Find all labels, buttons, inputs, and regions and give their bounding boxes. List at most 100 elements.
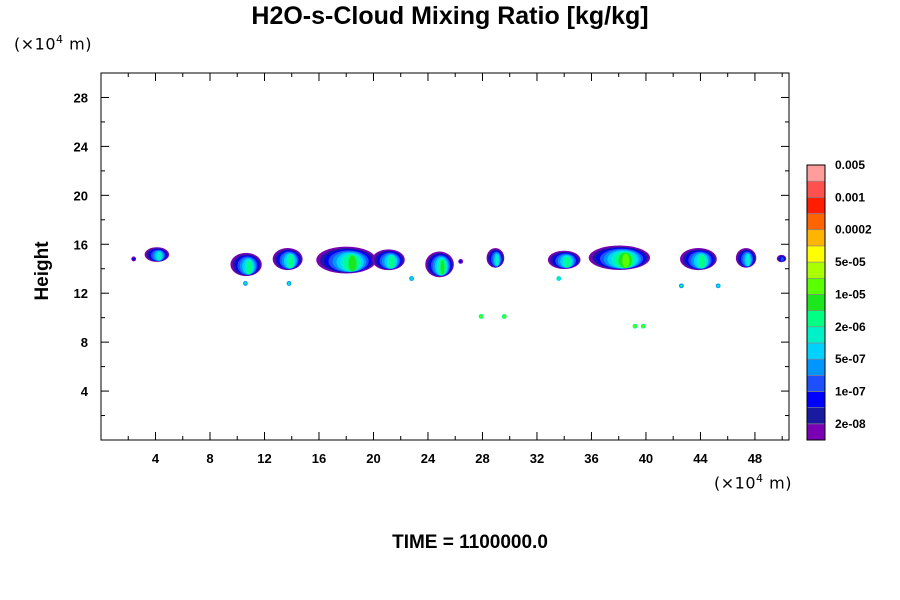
y-tick-label: 20 [74, 188, 88, 203]
cloud-speck [409, 276, 415, 281]
colorbar-swatch [806, 374, 826, 392]
cloud-speck-core [716, 284, 720, 288]
y-unit-exponent: 4 [56, 33, 64, 46]
colorbar-swatch [806, 229, 826, 247]
x-tick-label: 20 [366, 451, 380, 466]
colorbar-label: 1e-05 [835, 287, 866, 301]
x-tick-label: 12 [257, 451, 271, 466]
y-tick-label: 16 [74, 237, 88, 252]
cloud-speck [632, 323, 638, 329]
colorbar-swatch [806, 342, 826, 360]
cloud-speck [243, 281, 248, 286]
colorbar-swatch [806, 261, 826, 279]
cloud-speck-core [641, 324, 645, 328]
chart-title: H2O-s-Cloud Mixing Ratio [kg/kg] [251, 2, 649, 30]
cloud-speck [556, 276, 562, 281]
x-tick-label: 32 [530, 451, 544, 466]
colorbar-label: 2e-06 [835, 320, 866, 334]
x-unit-suffix: m) [763, 473, 792, 493]
cloud-region [316, 246, 377, 274]
y-unit-suffix: m) [63, 34, 92, 54]
cloud-region [486, 248, 505, 268]
cloud-speck [715, 283, 721, 289]
colorbar-swatch [806, 326, 826, 344]
colorbar-swatch [806, 294, 826, 311]
x-unit-exponent: 4 [756, 472, 764, 485]
plot-frame [100, 72, 790, 441]
x-tick-label: 44 [693, 451, 708, 466]
y-axis-unit: (×104 m) [14, 33, 92, 53]
x-tick-label: 16 [312, 451, 326, 466]
cloud-region [230, 252, 262, 277]
cloud-contour-level-7 [699, 255, 705, 269]
y-unit-prefix: (×10 [14, 34, 57, 54]
x-tick-label: 36 [584, 451, 598, 466]
colorbar-swatch [806, 180, 826, 198]
cloud-speck-core [479, 315, 483, 318]
colorbar-swatch [806, 358, 826, 376]
colorbar-swatch [806, 245, 826, 263]
cloud-region [144, 247, 170, 262]
cloud-speck-core [680, 284, 683, 288]
colorbar-label: 5e-05 [835, 255, 866, 269]
cloud-contour-level-6 [495, 254, 499, 267]
colorbar-swatch [806, 197, 826, 214]
x-tick-label: 40 [639, 451, 653, 466]
plot-area [131, 245, 787, 329]
cloud-contour-level-7 [288, 255, 293, 269]
colorbar-swatch [806, 164, 826, 182]
cloud-region [588, 245, 651, 270]
x-tick-label: 24 [421, 451, 436, 466]
colorbar-label: 0.0002 [835, 223, 872, 237]
y-tick-label: 28 [74, 90, 88, 105]
colorbar-swatch [806, 213, 826, 231]
y-tick-label: 24 [74, 139, 89, 154]
cloud-contour-level-9 [622, 253, 630, 268]
x-tick-label: 8 [206, 451, 213, 466]
cloud-contour-level-7 [389, 256, 395, 269]
cloud-region [735, 248, 757, 268]
cloud-speck [286, 281, 292, 286]
colorbar-swatch [806, 423, 826, 441]
y-tick-label: 12 [74, 286, 88, 301]
cloud-contour-level-8 [348, 255, 357, 272]
cloud-speck [640, 323, 646, 329]
cloud-speck-core [410, 277, 413, 280]
cloud-speck-core [244, 282, 247, 285]
cloud-region [776, 254, 787, 263]
x-tick-label: 48 [748, 451, 762, 466]
colorbar-swatch [806, 277, 826, 295]
cloud-contour-level-8 [440, 260, 445, 275]
colorbar-label: 5e-07 [835, 352, 866, 366]
cloud-speck-core [459, 260, 462, 263]
colorbar-label: 2e-08 [835, 417, 866, 431]
x-axis-unit: (×104 m) [714, 472, 792, 492]
cloud-speck [458, 258, 464, 264]
cloud-speck-core [502, 315, 506, 318]
y-tick-label: 8 [81, 335, 88, 350]
cloud-region [680, 248, 717, 271]
cloud-region [547, 250, 581, 270]
cloud-speck [678, 283, 684, 289]
x-unit-prefix: (×10 [714, 473, 757, 493]
cloud-contour-level-6 [746, 254, 750, 267]
cloud-speck [131, 256, 137, 262]
cloud-contour-level-7 [565, 256, 570, 268]
colorbar-swatch [806, 391, 826, 408]
cloud-contour-level-6 [157, 251, 162, 261]
x-tick-label: 4 [152, 451, 160, 466]
cloud-region [372, 249, 405, 271]
colorbar-label: 0.001 [835, 190, 865, 204]
cloud-speck-core [633, 324, 637, 328]
time-label: TIME = 1100000.0 [392, 532, 548, 553]
colorbar: 0.005 0.001 0.0002 5e-05 1e-05 2e-06 5e-07 1e-0… [806, 158, 872, 441]
colorbar-label: 0.005 [835, 158, 865, 172]
colorbar-swatch [806, 407, 826, 425]
cloud-region [425, 251, 454, 278]
colorbar-frame [806, 164, 826, 441]
colorbar-swatch [806, 310, 826, 328]
colorbar-label: 1e-07 [835, 384, 866, 398]
y-tick-label: 4 [81, 384, 89, 399]
